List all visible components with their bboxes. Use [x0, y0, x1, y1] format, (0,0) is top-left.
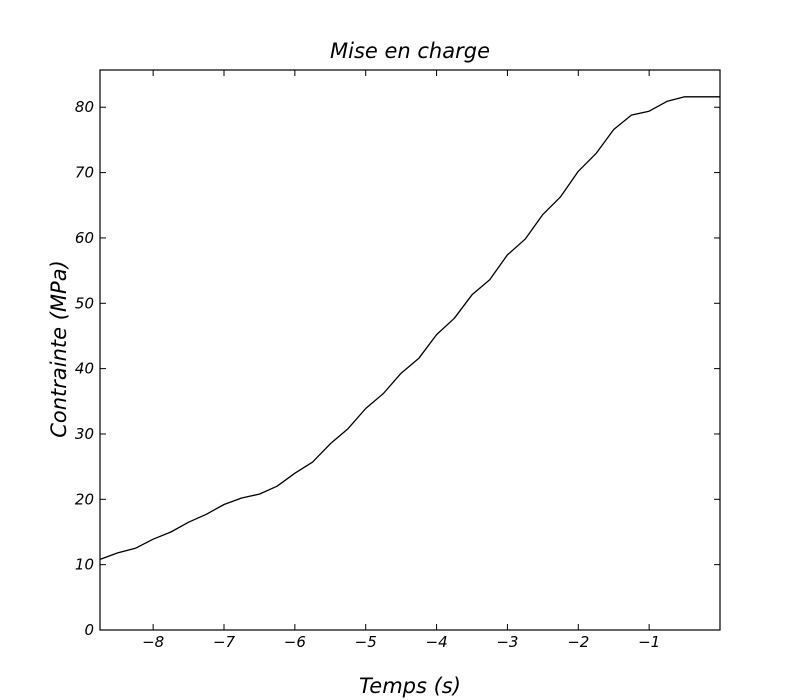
y-tick-label: 30 — [75, 425, 94, 443]
series-layer — [99, 96, 720, 561]
chart-title: Mise en charge — [330, 39, 490, 63]
y-tick-label: 60 — [75, 229, 94, 247]
series-line — [99, 96, 720, 561]
y-tick-label: 40 — [75, 360, 94, 378]
x-tick-label: −1 — [638, 633, 660, 651]
y-tick-label: 70 — [75, 164, 94, 182]
x-tick-label: −4 — [426, 633, 448, 651]
y-tick-label: 10 — [75, 556, 94, 574]
y-axis-label: Contrainte (MPa) — [47, 260, 71, 438]
x-tick-label: −3 — [496, 633, 518, 651]
y-tick-label: 0 — [84, 621, 94, 639]
plot-frame — [99, 69, 721, 631]
x-tick-label: −2 — [567, 633, 589, 651]
y-tick-label: 50 — [75, 294, 94, 312]
y-tick-label: 20 — [75, 490, 94, 508]
x-tick-label: −5 — [355, 633, 377, 651]
y-tick-label: 80 — [75, 98, 94, 116]
x-axis-label: Temps (s) — [359, 674, 461, 698]
x-tick-label: −8 — [142, 633, 164, 651]
axis-ticks: −8 −7 −6 −5 −4 −3 −2 −1 0 10 20 30 40 50 60 70 80 — [75, 70, 720, 651]
x-tick-label: −7 — [213, 633, 236, 651]
x-tick-label: −6 — [284, 633, 306, 651]
